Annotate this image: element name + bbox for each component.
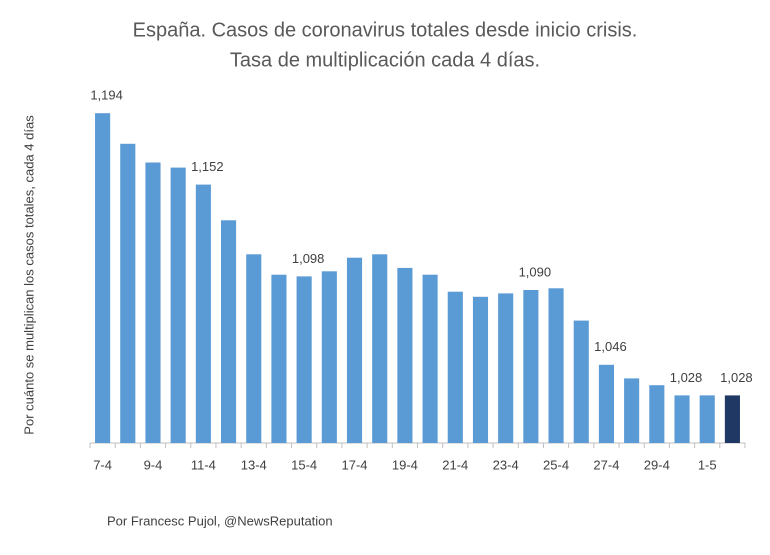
bar <box>598 364 614 443</box>
bar <box>422 274 438 443</box>
bar <box>548 288 564 443</box>
bar <box>724 395 740 443</box>
data-label: 1,194 <box>90 88 123 103</box>
bar <box>246 254 262 443</box>
x-tick-label: 13-4 <box>241 457 267 472</box>
data-label: 1,090 <box>519 264 552 279</box>
x-tick-label: 23-4 <box>493 457 519 472</box>
x-tick-label: 9-4 <box>144 457 163 472</box>
bar <box>95 113 111 443</box>
bar <box>120 143 136 444</box>
data-label: 1,152 <box>191 159 224 174</box>
bar <box>498 293 514 443</box>
bar <box>321 271 337 443</box>
chart-subtitle: Tasa de multiplicación cada 4 días. <box>230 49 540 71</box>
bar <box>397 267 413 443</box>
x-tick-label: 1-5 <box>698 457 717 472</box>
bar <box>271 274 287 443</box>
x-tick-label: 17-4 <box>342 457 368 472</box>
x-tick-label: 7-4 <box>93 457 112 472</box>
bar <box>523 290 539 443</box>
bar <box>649 385 665 443</box>
bar <box>346 257 363 443</box>
x-tick-label: 25-4 <box>543 457 569 472</box>
x-tick-label: 11-4 <box>191 457 216 472</box>
data-label: 1,028 <box>720 370 753 385</box>
bar <box>674 395 690 443</box>
bar <box>170 167 186 443</box>
bar <box>195 184 211 443</box>
bar <box>372 254 388 443</box>
bar <box>472 296 489 443</box>
bar <box>699 395 715 443</box>
chart-title: España. Casos de coronavirus totales des… <box>133 19 638 41</box>
bar <box>221 220 237 443</box>
x-tick-label: 15-4 <box>291 457 317 472</box>
x-tick-label: 29-4 <box>644 457 670 472</box>
data-label: 1,046 <box>594 339 627 354</box>
data-label: 1,098 <box>292 251 325 266</box>
x-tick-label: 27-4 <box>593 457 619 472</box>
bar <box>447 291 463 443</box>
x-tick-label: 21-4 <box>442 457 468 472</box>
y-axis-label: Por cuánto se multiplican los casos tota… <box>21 115 36 435</box>
bar <box>145 162 161 443</box>
data-label: 1,028 <box>670 370 703 385</box>
source-note: Por Francesc Pujol, @NewsReputation <box>107 513 333 528</box>
x-tick-label: 19-4 <box>392 457 418 472</box>
bar <box>296 276 312 443</box>
bar <box>624 378 640 443</box>
bar <box>573 320 589 443</box>
